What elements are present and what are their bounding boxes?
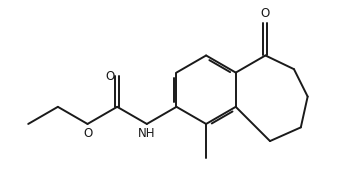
Text: O: O (83, 127, 92, 140)
Text: O: O (261, 7, 270, 20)
Text: NH: NH (138, 127, 155, 140)
Text: O: O (105, 70, 115, 83)
